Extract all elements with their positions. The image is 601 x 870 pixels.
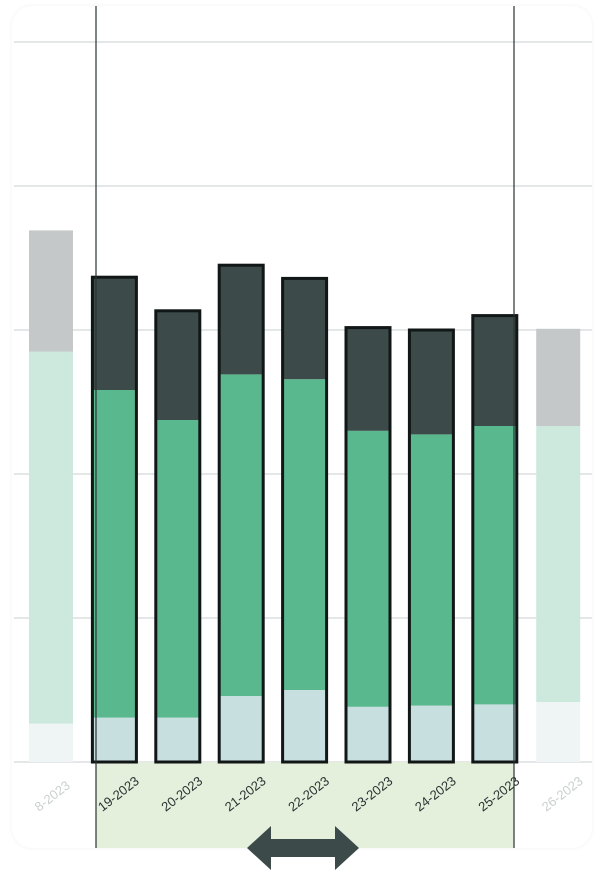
bar-segment-top bbox=[92, 277, 137, 390]
bar-segment-middle bbox=[536, 426, 581, 702]
bar-segment-top bbox=[219, 265, 264, 375]
bar-21-2023[interactable] bbox=[217, 263, 265, 764]
bar-20-2023[interactable] bbox=[154, 309, 202, 764]
bars bbox=[29, 230, 581, 764]
bar-outline bbox=[281, 276, 329, 764]
bar-segment-bottom bbox=[536, 702, 581, 762]
bar-segment-bottom bbox=[282, 690, 327, 762]
bar-segment-top bbox=[536, 328, 581, 426]
bar-outline bbox=[154, 309, 202, 764]
bar-segment-top bbox=[472, 315, 517, 426]
bar-outline bbox=[90, 275, 138, 764]
bar-22-2023[interactable] bbox=[281, 276, 329, 764]
bar-segment-middle bbox=[409, 434, 454, 706]
bar-segment-bottom bbox=[346, 706, 390, 762]
bar-segment-bottom bbox=[472, 704, 517, 762]
bar-segment-middle bbox=[29, 351, 73, 724]
bar-segment-top bbox=[282, 278, 327, 380]
bar-8-2023[interactable] bbox=[29, 230, 73, 762]
bar-segment-top bbox=[346, 327, 390, 431]
bar-25-2023[interactable] bbox=[471, 314, 519, 764]
bar-23-2023[interactable] bbox=[344, 326, 392, 764]
bar-26-2023[interactable] bbox=[536, 328, 581, 762]
bar-segment-top bbox=[29, 230, 73, 352]
bar-19-2023[interactable] bbox=[90, 275, 138, 764]
x-tick-label: 8-2023 bbox=[32, 778, 73, 815]
bar-segment-middle bbox=[92, 390, 137, 718]
bar-segment-bottom bbox=[409, 705, 454, 762]
bar-segment-top bbox=[155, 310, 200, 420]
x-tick-label: 26-2023 bbox=[539, 773, 586, 814]
bar-segment-middle bbox=[282, 379, 327, 690]
bar-outline bbox=[217, 263, 265, 764]
bar-outline bbox=[407, 328, 455, 764]
double-arrow-icon[interactable] bbox=[247, 826, 359, 870]
bar-outline bbox=[344, 326, 392, 764]
bar-segment-middle bbox=[155, 420, 200, 718]
bar-segment-middle bbox=[346, 430, 390, 707]
selection-band bbox=[96, 762, 514, 848]
bar-segment-bottom bbox=[219, 696, 264, 762]
bar-segment-bottom bbox=[92, 717, 137, 762]
bar-24-2023[interactable] bbox=[407, 328, 455, 764]
bar-segment-bottom bbox=[155, 717, 200, 762]
bar-segment-middle bbox=[219, 374, 264, 696]
bar-segment-bottom bbox=[29, 723, 73, 762]
bar-outline bbox=[471, 314, 519, 764]
bar-segment-top bbox=[409, 330, 454, 435]
bar-segment-middle bbox=[472, 426, 517, 705]
